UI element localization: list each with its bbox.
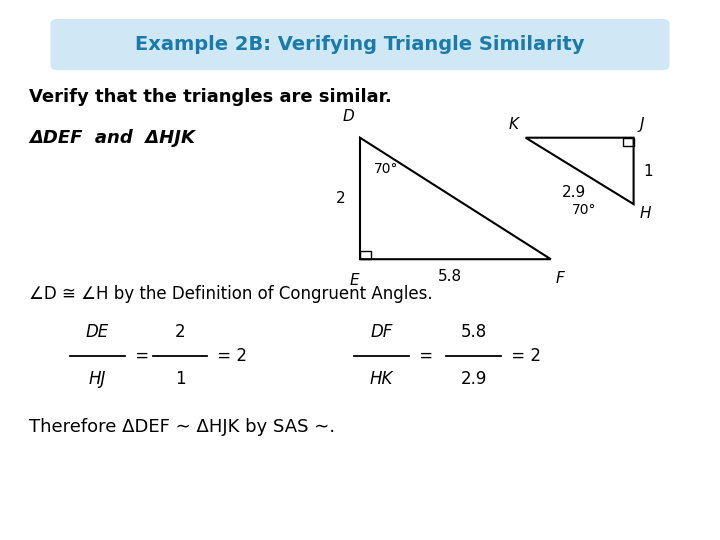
Text: Therefore ΔDEF ∼ ΔHJK by SAS ∼.: Therefore ΔDEF ∼ ΔHJK by SAS ∼. [29,417,335,436]
Text: DF: DF [370,323,393,341]
Text: 5.8: 5.8 [461,323,487,341]
Text: = 2: = 2 [506,347,541,366]
Text: 1: 1 [643,164,652,179]
Text: HK: HK [370,370,393,388]
Text: 70°: 70° [572,202,596,217]
Text: HJ: HJ [89,370,106,388]
Text: E: E [349,273,359,288]
Text: = 2: = 2 [212,347,248,366]
Text: 5.8: 5.8 [438,269,462,284]
Text: J: J [639,117,644,132]
Text: 1: 1 [175,370,185,388]
Text: F: F [556,271,564,286]
Text: 2.9: 2.9 [461,370,487,388]
Text: Example 2B: Verifying Triangle Similarity: Example 2B: Verifying Triangle Similarit… [135,35,585,54]
Text: Verify that the triangles are similar.: Verify that the triangles are similar. [29,88,392,106]
Text: 2: 2 [175,323,185,341]
Text: H: H [639,206,651,221]
Text: D: D [343,109,354,124]
Text: ∠D ≅ ∠H by the Definition of Congruent Angles.: ∠D ≅ ∠H by the Definition of Congruent A… [29,285,433,303]
Text: Δ​DEF  and  Δ​HJK: Δ​DEF and Δ​HJK [29,129,195,147]
Text: K: K [508,117,518,132]
Text: 2: 2 [336,191,346,206]
Text: 2.9: 2.9 [562,185,586,200]
Text: =: = [130,347,149,366]
Text: =: = [414,347,433,366]
Text: 70°: 70° [374,162,398,176]
FancyBboxPatch shape [50,19,670,70]
Text: DE: DE [86,323,109,341]
